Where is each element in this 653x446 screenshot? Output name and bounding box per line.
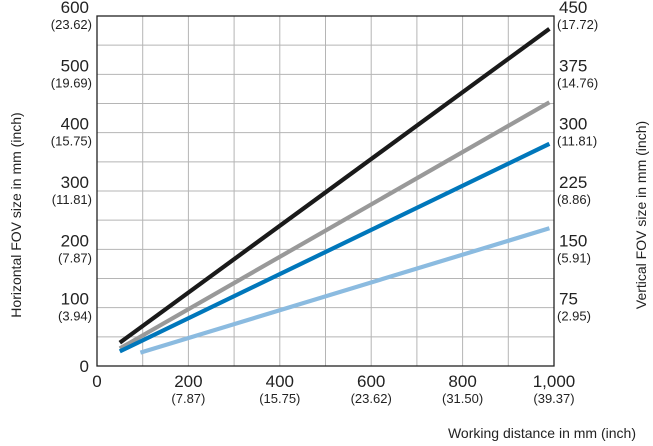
series-line-1 — [118, 27, 551, 345]
y-tick-label: 600 — [61, 0, 89, 17]
y-tick-sublabel: (15.75) — [51, 134, 92, 149]
y2-tick-label: 150 — [559, 231, 587, 250]
y2-tick-sublabel: (17.72) — [557, 17, 598, 32]
y2-tick-sublabel: (8.86) — [557, 192, 591, 207]
y2-tick-sublabel: (11.81) — [557, 134, 597, 149]
x-tick-sublabel: (23.62) — [351, 391, 392, 406]
x-axis-label: Working distance in mm (inch) — [448, 425, 636, 441]
x-tick-sublabel: (7.87) — [171, 391, 205, 406]
y-tick-sublabel: (7.87) — [58, 250, 92, 265]
x-tick-sublabel: (15.75) — [259, 391, 300, 406]
y-tick-label: 200 — [61, 231, 89, 250]
y-tick-label: 300 — [61, 173, 89, 192]
y-tick-labels: 0 100(3.94) 200(7.87) 300(11.81) 400(15.75) 5… — [51, 0, 92, 376]
x-tick-sublabel: (39.37) — [533, 391, 574, 406]
y2-tick-sublabel: (2.95) — [557, 309, 591, 324]
plot-frame — [96, 15, 555, 367]
y2-tick-label: 300 — [559, 115, 587, 134]
y2-tick-labels: 75(2.95)150(5.91)225(8.86)300(11.81)375(… — [557, 0, 598, 324]
x-tick-label: 200 — [174, 372, 202, 391]
y2-axis-label: Vertical FOV size in mm (inch) — [633, 121, 649, 309]
x-tick-label: 800 — [448, 372, 476, 391]
series-line-3 — [118, 141, 551, 354]
x-tick-label: 600 — [357, 372, 385, 391]
y2-tick-label: 75 — [559, 290, 578, 309]
y-tick-label: 400 — [61, 115, 89, 134]
x-tick-label: 0 — [92, 372, 101, 391]
x-tick-label: 400 — [266, 372, 294, 391]
y-tick-sublabel: (19.69) — [51, 75, 92, 90]
y-axis-label: Horizontal FOV size in mm (inch) — [8, 112, 24, 317]
series-line-2 — [118, 100, 551, 351]
y2-tick-sublabel: (14.76) — [557, 75, 598, 90]
x-tick-labels: 0 200(7.87) 400(15.75) 600(23.62) 800(31.50)… — [92, 372, 575, 406]
y-tick-label: 100 — [61, 290, 89, 309]
y-tick-label: 500 — [61, 56, 89, 75]
y-tick-sublabel: (11.81) — [52, 192, 92, 207]
y-tick-label: 0 — [80, 357, 89, 376]
series-line-4 — [139, 226, 551, 355]
x-tick-sublabel: (31.50) — [442, 391, 483, 406]
x-tick-label: 1,000 — [533, 372, 576, 391]
y2-tick-label: 225 — [559, 173, 587, 192]
series-lines — [118, 27, 551, 355]
y2-tick-label: 375 — [559, 56, 587, 75]
y2-tick-sublabel: (5.91) — [557, 250, 591, 265]
y2-tick-label: 450 — [559, 0, 587, 17]
y-tick-sublabel: (3.94) — [58, 309, 92, 324]
y-tick-sublabel: (23.62) — [51, 17, 92, 32]
